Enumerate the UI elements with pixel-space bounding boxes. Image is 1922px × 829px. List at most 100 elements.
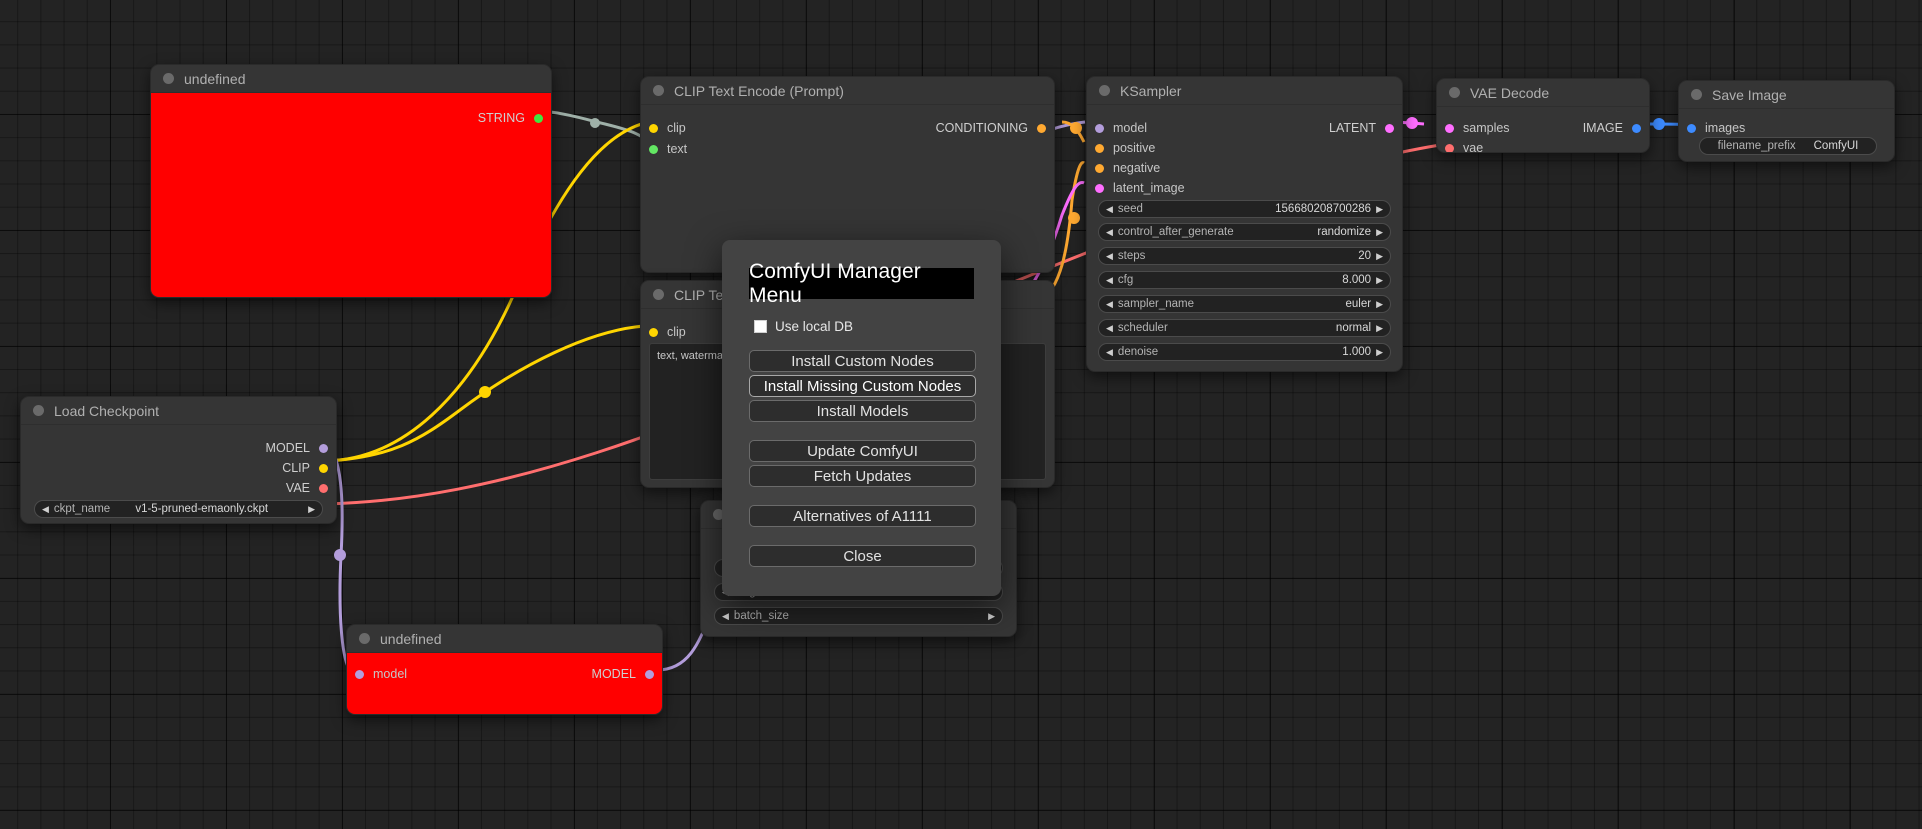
comfyui-manager-dialog[interactable]: ComfyUI Manager Menu Use local DB Instal… (722, 240, 1001, 596)
node-vae-decode[interactable]: VAE Decode samples vae IMAGE (1436, 78, 1650, 153)
node-ksampler[interactable]: KSampler model positive negative latent_… (1086, 76, 1403, 372)
node-undefined-model[interactable]: undefined model MODEL (346, 624, 663, 715)
slot-dot-icon[interactable] (1095, 143, 1104, 153)
chevron-right-icon[interactable]: ▶ (1376, 322, 1383, 333)
chevron-right-icon[interactable]: ▶ (1376, 250, 1383, 261)
node-undefined-string[interactable]: undefined STRING (150, 64, 552, 298)
input-slot-latent-image[interactable]: latent_image (1095, 181, 1185, 195)
slot-dot-icon[interactable] (534, 113, 543, 123)
input-slot-model[interactable]: model (355, 667, 407, 681)
chevron-right-icon[interactable]: ▶ (988, 610, 995, 621)
output-slot-string[interactable]: STRING (478, 111, 543, 125)
chevron-left-icon[interactable]: ◀ (1106, 250, 1113, 261)
collapse-dot-icon[interactable] (33, 405, 44, 416)
chevron-left-icon[interactable]: ◀ (1106, 322, 1113, 333)
slot-dot-icon[interactable] (1445, 143, 1454, 152)
slot-dot-icon[interactable] (1037, 123, 1046, 133)
input-slot-clip[interactable]: clip (649, 121, 686, 135)
collapse-dot-icon[interactable] (359, 633, 370, 644)
input-slot-images[interactable]: images (1687, 121, 1745, 135)
widget-batch-size[interactable]: ◀ batch_size ▶ (714, 607, 1003, 625)
widget-denoise[interactable]: ◀ denoise 1.000 ▶ (1098, 343, 1391, 361)
chevron-right-icon[interactable]: ▶ (308, 503, 315, 514)
input-slot-text[interactable]: text (649, 142, 687, 156)
chevron-left-icon[interactable]: ◀ (1106, 346, 1113, 357)
chevron-right-icon[interactable]: ▶ (1376, 203, 1383, 214)
slot-dot-icon[interactable] (355, 669, 364, 679)
output-slot-conditioning[interactable]: CONDITIONING (936, 121, 1046, 135)
chevron-left-icon[interactable]: ◀ (1106, 203, 1113, 214)
widget-control-after-generate[interactable]: ◀ control_after_generate randomize ▶ (1098, 223, 1391, 241)
output-slot-clip[interactable]: CLIP (282, 461, 328, 475)
collapse-dot-icon[interactable] (713, 509, 724, 520)
slot-dot-icon[interactable] (1095, 183, 1104, 193)
slot-dot-icon[interactable] (649, 327, 658, 337)
node-title-bar[interactable]: undefined (151, 65, 551, 93)
node-title-bar[interactable]: Save Image (1679, 81, 1894, 109)
input-slot-positive[interactable]: positive (1095, 141, 1155, 155)
slot-dot-icon[interactable] (1445, 123, 1454, 133)
node-title-bar[interactable]: VAE Decode (1437, 79, 1649, 107)
chevron-left-icon[interactable]: ◀ (1106, 274, 1113, 285)
collapse-dot-icon[interactable] (653, 85, 664, 96)
input-slot-clip[interactable]: clip (649, 325, 686, 339)
output-slot-model[interactable]: MODEL (592, 667, 654, 681)
collapse-dot-icon[interactable] (163, 73, 174, 84)
input-slot-label: clip (667, 325, 686, 339)
output-slot-vae[interactable]: VAE (286, 481, 328, 495)
output-slot-image[interactable]: IMAGE (1583, 121, 1641, 135)
slot-dot-icon[interactable] (1632, 123, 1641, 133)
widget-filename-prefix[interactable]: filename_prefix ComfyUI (1699, 137, 1877, 155)
collapse-dot-icon[interactable] (1099, 85, 1110, 96)
node-title-bar[interactable]: CLIP Text Encode (Prompt) (641, 77, 1054, 105)
output-slot-latent[interactable]: LATENT (1329, 121, 1394, 135)
widget-cfg[interactable]: ◀ cfg 8.000 ▶ (1098, 271, 1391, 289)
chevron-left-icon[interactable]: ◀ (42, 503, 49, 514)
use-local-db-row[interactable]: Use local DB (754, 319, 853, 334)
node-title-bar[interactable]: Load Checkpoint (21, 397, 336, 425)
chevron-left-icon[interactable]: ◀ (1106, 298, 1113, 309)
slot-dot-icon[interactable] (645, 669, 654, 679)
output-slot-model[interactable]: MODEL (266, 441, 328, 455)
chevron-right-icon[interactable]: ▶ (1376, 274, 1383, 285)
slot-dot-icon[interactable] (649, 123, 658, 133)
input-slot-model[interactable]: model (1095, 121, 1147, 135)
slot-dot-icon[interactable] (1385, 123, 1394, 133)
slot-dot-icon[interactable] (319, 443, 328, 453)
slot-dot-icon[interactable] (649, 144, 658, 154)
collapse-dot-icon[interactable] (653, 289, 664, 300)
close-button[interactable]: Close (749, 545, 976, 567)
alternatives-of-a1111-button[interactable]: Alternatives of A1111 (749, 505, 976, 527)
widget-seed[interactable]: ◀ seed 156680208700286 ▶ (1098, 200, 1391, 218)
widget-sampler-name[interactable]: ◀ sampler_name euler ▶ (1098, 295, 1391, 313)
chevron-left-icon[interactable]: ◀ (722, 610, 729, 621)
input-slot-vae[interactable]: vae (1445, 141, 1483, 152)
fetch-updates-button[interactable]: Fetch Updates (749, 465, 976, 487)
node-load-checkpoint[interactable]: Load Checkpoint MODEL CLIP VAE ◀ ckpt_na… (20, 396, 337, 524)
input-slot-samples[interactable]: samples (1445, 121, 1510, 135)
node-title-bar[interactable]: undefined (347, 625, 662, 653)
slot-dot-icon[interactable] (1095, 123, 1104, 133)
slot-dot-icon[interactable] (319, 463, 328, 473)
slot-dot-icon[interactable] (1095, 163, 1104, 173)
slot-dot-icon[interactable] (1687, 123, 1696, 133)
chevron-right-icon[interactable]: ▶ (1376, 298, 1383, 309)
widget-scheduler[interactable]: ◀ scheduler normal ▶ (1098, 319, 1391, 337)
install-missing-custom-nodes-button[interactable]: Install Missing Custom Nodes (749, 375, 976, 397)
widget-steps[interactable]: ◀ steps 20 ▶ (1098, 247, 1391, 265)
collapse-dot-icon[interactable] (1449, 87, 1460, 98)
install-models-button[interactable]: Install Models (749, 400, 976, 422)
widget-ckpt-name[interactable]: ◀ ckpt_name v1-5-pruned-emaonly.ckpt ▶ (34, 500, 323, 518)
chevron-right-icon[interactable]: ▶ (1376, 346, 1383, 357)
input-slot-negative[interactable]: negative (1095, 161, 1160, 175)
slot-dot-icon[interactable] (319, 483, 328, 493)
update-comfyui-button[interactable]: Update ComfyUI (749, 440, 976, 462)
chevron-right-icon[interactable]: ▶ (1376, 226, 1383, 237)
collapse-dot-icon[interactable] (1691, 89, 1702, 100)
node-save-image[interactable]: Save Image images filename_prefix ComfyU… (1678, 80, 1895, 162)
install-custom-nodes-button[interactable]: Install Custom Nodes (749, 350, 976, 372)
chevron-left-icon[interactable]: ◀ (1106, 226, 1113, 237)
use-local-db-checkbox[interactable] (754, 320, 767, 333)
node-title-bar[interactable]: KSampler (1087, 77, 1402, 105)
